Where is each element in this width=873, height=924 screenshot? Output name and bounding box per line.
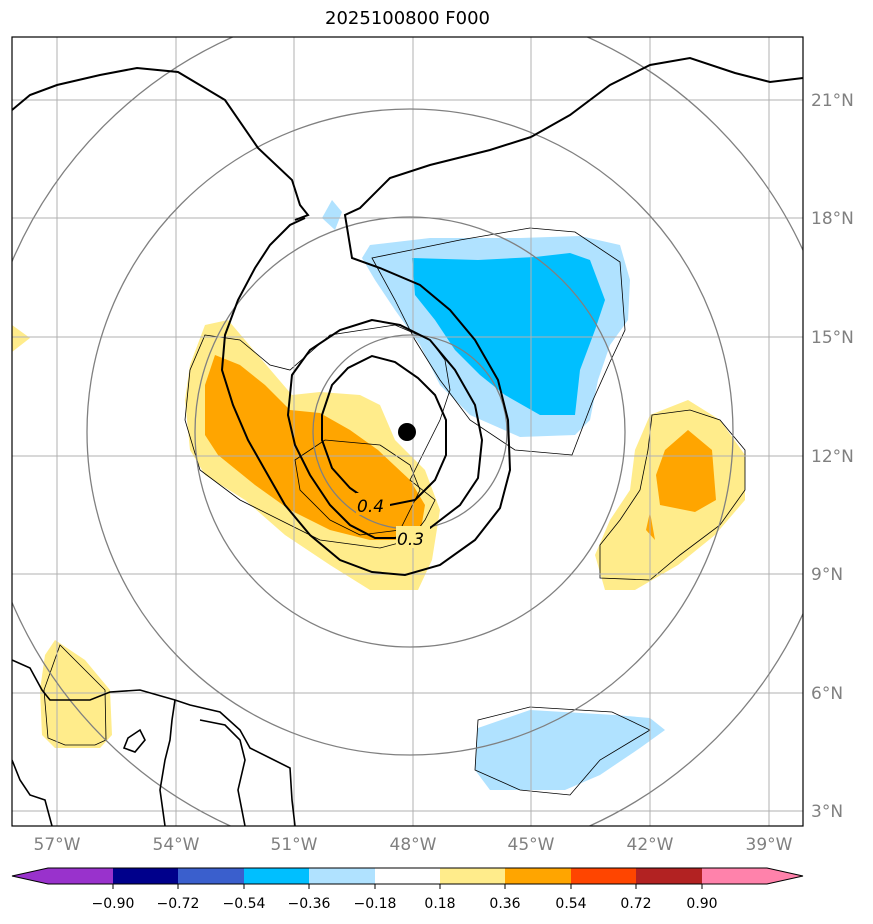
graticule [12,37,803,826]
colorbar-segment [440,868,505,884]
colorbar-tick: 0.72 [620,896,651,912]
colorbar-segment [375,868,440,884]
map-title: 2025100800 F000 [325,8,490,29]
positive-anomaly-area [12,325,30,352]
range-ring [194,216,626,648]
negative-anomaly-area [322,200,342,230]
coastlines-north [12,56,803,221]
colorbar-segment [702,868,767,884]
map-plot-area[interactable]: 0.4 0.3 [0,0,843,865]
contour-0.3 [286,318,484,539]
lat-tick: 9°N [811,565,843,585]
colorbar-segment [571,868,636,884]
colorbar-tick: −0.36 [288,896,331,912]
colorbar-extend-low [12,868,48,884]
contour-label-0.3: 0.3 [397,530,424,550]
map-frame [11,36,804,827]
contour-label-0.4: 0.4 [357,497,384,517]
lon-tick: 45°W [508,835,555,855]
colorbar-segment [178,868,244,884]
lon-tick: 42°W [627,835,674,855]
lon-tick: 48°W [390,835,437,855]
colorbar-tick: 0.36 [489,896,520,912]
range-rings [12,37,803,826]
contour-outer [220,136,532,577]
lon-tick: 51°W [271,835,318,855]
latitude-ticks: 21°N 18°N 15°N 12°N 9°N 6°N 3°N [811,91,854,822]
lat-tick: 3°N [811,802,843,822]
colorbar-extend-high [767,868,803,884]
storm-center-marker[interactable] [398,423,416,441]
lat-tick: 6°N [811,684,843,704]
colorbar-tick: 0.54 [555,896,586,912]
coastlines [12,659,296,826]
colorbar-tick: −0.72 [157,896,200,912]
lon-tick: 54°W [153,835,200,855]
colorbar-tick: 0.18 [424,896,455,912]
colorbar-segment [309,868,375,884]
lat-tick: 18°N [811,209,854,229]
colorbar-segment [48,868,113,884]
colorbar-segment [505,868,571,884]
range-ring [86,108,734,756]
colorbar-segment [636,868,702,884]
colorbar: −0.90 −0.72 −0.54 −0.36 −0.18 0.18 0.36 … [11,867,804,912]
colorbar-tick: −0.18 [354,896,397,912]
colorbar-tick: −0.90 [92,896,135,912]
lon-tick: 57°W [34,835,81,855]
negative-anomaly-area [475,710,665,790]
colorbar-tick: 0.90 [686,896,717,912]
colorbar-segment [244,868,309,884]
negative-anomaly-core [412,253,605,415]
colorbar-tick: −0.54 [223,896,266,912]
lon-tick: 39°W [746,835,793,855]
lat-tick: 21°N [811,91,854,111]
lat-tick: 12°N [811,447,854,467]
longitude-ticks: 57°W 54°W 51°W 48°W 45°W 42°W 39°W [34,835,793,855]
positive-anomaly-area [40,640,112,748]
colorbar-segment [113,868,178,884]
lat-tick: 15°N [811,328,854,348]
positive-anomaly-core [656,430,716,512]
